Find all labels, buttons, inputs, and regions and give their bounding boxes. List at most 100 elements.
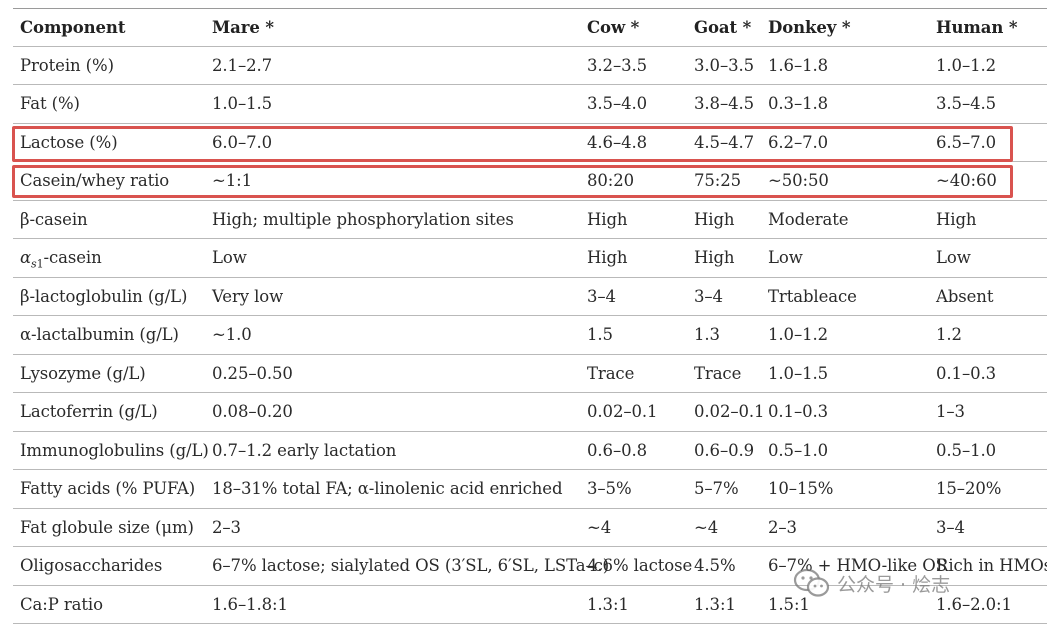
cell-goat: High <box>694 248 735 267</box>
header-donkey: Donkey * <box>768 18 851 37</box>
cell-mare: 0.08–0.20 <box>212 402 293 421</box>
cell-goat: 3–4 <box>694 286 723 306</box>
cell-mare: 0.25–0.50 <box>212 363 293 383</box>
cell-human: 1–3 <box>936 402 965 421</box>
cell-cow: 3–4 <box>587 286 616 306</box>
cell-component: Casein/whey ratio <box>20 171 170 190</box>
cell-human: 1.6–2.0:1 <box>936 594 1012 614</box>
cell-goat: 0.02–0.1 <box>694 402 765 421</box>
header-goat: Goat * <box>694 18 752 37</box>
cell-cow: 1.3:1 <box>587 594 629 614</box>
cell-donkey: 1.5:1 <box>768 594 810 614</box>
cell-human: Low <box>936 248 971 267</box>
cell-cow: 0.6–0.8 <box>587 440 648 460</box>
table-row: Lactose (%) 6.0–7.0 4.6–4.8 4.5–4.7 6.2–7.0 6… <box>13 124 1047 162</box>
cell-mare: High; multiple phosphorylation sites <box>212 209 514 229</box>
header-mare: Mare * <box>212 18 274 37</box>
cell-human: 3–4 <box>936 517 965 537</box>
cell-mare: 6.0–7.0 <box>212 132 273 152</box>
cell-goat: 1.3:1 <box>694 594 736 614</box>
header-component: Component <box>20 18 126 37</box>
cell-donkey: 0.1–0.3 <box>768 402 829 421</box>
table-row: Lactoferrin (g/L) 0.08–0.20 0.02–0.1 0.02–0… <box>13 393 1047 432</box>
cell-donkey: ~50:50 <box>768 171 829 190</box>
cell-mare: 18–31% total FA; α-linolenic acid enrich… <box>212 479 563 498</box>
cell-human: Absent <box>936 286 994 306</box>
table-row: β-lactoglobulin (g/L) Very low 3–4 3–4 Trtab… <box>13 278 1047 316</box>
cell-donkey: 0.5–1.0 <box>768 440 829 460</box>
cell-cow: 4.6–4.8 <box>587 132 648 152</box>
table-body: Protein (%) 2.1–2.7 3.2–3.5 3.0–3.5 1.6–1.8 1… <box>13 47 1047 624</box>
cell-goat: 3.8–4.5 <box>694 94 755 113</box>
cell-human: 1.2 <box>936 325 962 344</box>
cell-donkey: Moderate <box>768 209 849 229</box>
cell-component: Fat (%) <box>20 94 80 113</box>
cell-cow: Trace <box>587 363 635 383</box>
wechat-icon <box>793 568 831 598</box>
cell-mare: 2.1–2.7 <box>212 55 273 75</box>
cell-component: Oligosaccharides <box>20 556 163 575</box>
cell-mare: Low <box>212 248 247 267</box>
cell-goat: 1.3 <box>694 325 720 344</box>
cell-human: 3.5–4.5 <box>936 94 997 113</box>
cell-component: Fat globule size (μm) <box>20 517 194 537</box>
table-row: Casein/whey ratio ~1:1 80:20 75:25 ~50:50 ~40… <box>13 162 1047 201</box>
cell-component: β-casein <box>20 209 88 229</box>
cell-mare: 1.6–1.8:1 <box>212 594 288 614</box>
cell-mare: 0.7–1.2 early lactation <box>212 440 397 460</box>
cell-mare: ~1:1 <box>212 171 252 190</box>
table-row: Oligosaccharides 6–7% lactose; sialylated… <box>13 547 1047 586</box>
cell-goat: 5–7% <box>694 479 739 498</box>
cell-human: 6.5–7.0 <box>936 132 997 152</box>
cell-donkey: Low <box>768 248 803 267</box>
cell-goat: 3.0–3.5 <box>694 55 755 75</box>
cell-cow: 3.2–3.5 <box>587 55 648 75</box>
cell-cow: 0.02–0.1 <box>587 402 658 421</box>
table-row: Lysozyme (g/L) 0.25–0.50 Trace Trace 1.0–1.5… <box>13 355 1047 393</box>
cell-donkey: 1.0–1.5 <box>768 363 829 383</box>
cell-mare: 6–7% lactose; sialylated OS (3′SL, 6′SL,… <box>212 556 610 575</box>
cell-component: Protein (%) <box>20 55 114 75</box>
cell-goat: 4.5% <box>694 556 736 575</box>
cell-cow: 3–5% <box>587 479 632 498</box>
cell-component: αs1-casein <box>20 248 102 271</box>
cell-human: 1.0–1.2 <box>936 55 997 75</box>
cell-donkey: 0.3–1.8 <box>768 94 829 113</box>
table-row: Protein (%) 2.1–2.7 3.2–3.5 3.0–3.5 1.6–1.8 1… <box>13 47 1047 85</box>
table-row: Fat (%) 1.0–1.5 3.5–4.0 3.8–4.5 0.3–1.8 3.5–4… <box>13 85 1047 124</box>
header-cow: Cow * <box>587 18 640 37</box>
cell-goat: 75:25 <box>694 171 742 190</box>
cell-human: High <box>936 209 977 229</box>
table-row: Immunoglobulins (g/L) 0.7–1.2 early lacta… <box>13 432 1047 470</box>
table-row: Fatty acids (% PUFA) 18–31% total FA; α-l… <box>13 470 1047 509</box>
cell-donkey: 10–15% <box>768 479 834 498</box>
watermark: 公众号 · 烩志 <box>793 563 950 603</box>
cell-cow: High <box>587 248 628 267</box>
cell-human: 0.5–1.0 <box>936 440 997 460</box>
milk-composition-table: Component Mare * Cow * Goat * Donkey * H… <box>13 8 1047 624</box>
cell-goat: Trace <box>694 363 742 383</box>
cell-cow: 3.5–4.0 <box>587 94 648 113</box>
cell-human: ~40:60 <box>936 171 997 190</box>
cell-mare: Very low <box>212 286 284 306</box>
cell-human: 15–20% <box>936 479 1002 498</box>
table-row: Ca:P ratio 1.6–1.8:1 1.3:1 1.3:1 1.5:1 1.6–2.… <box>13 586 1047 624</box>
cell-human: 0.1–0.3 <box>936 363 997 383</box>
cell-human: Rich in HMOs <box>936 556 1047 575</box>
cell-cow: High <box>587 209 628 229</box>
table-header-row: Component Mare * Cow * Goat * Donkey * H… <box>13 8 1047 47</box>
cell-component: Ca:P ratio <box>20 594 103 614</box>
cell-donkey: 2–3 <box>768 517 797 537</box>
header-human: Human * <box>936 18 1018 37</box>
cell-donkey: 1.0–1.2 <box>768 325 829 344</box>
cell-mare: ~1.0 <box>212 325 252 344</box>
cell-cow: ~4 <box>587 517 612 537</box>
cell-cow: 1.5 <box>587 325 613 344</box>
cell-component: Immunoglobulins (g/L) <box>20 440 209 460</box>
table-row: β-casein High; multiple phosphorylation s… <box>13 201 1047 239</box>
cell-component: Lysozyme (g/L) <box>20 363 146 383</box>
cell-goat: ~4 <box>694 517 719 537</box>
cell-mare: 1.0–1.5 <box>212 94 273 113</box>
cell-goat: High <box>694 209 735 229</box>
cell-component: Lactoferrin (g/L) <box>20 402 158 421</box>
